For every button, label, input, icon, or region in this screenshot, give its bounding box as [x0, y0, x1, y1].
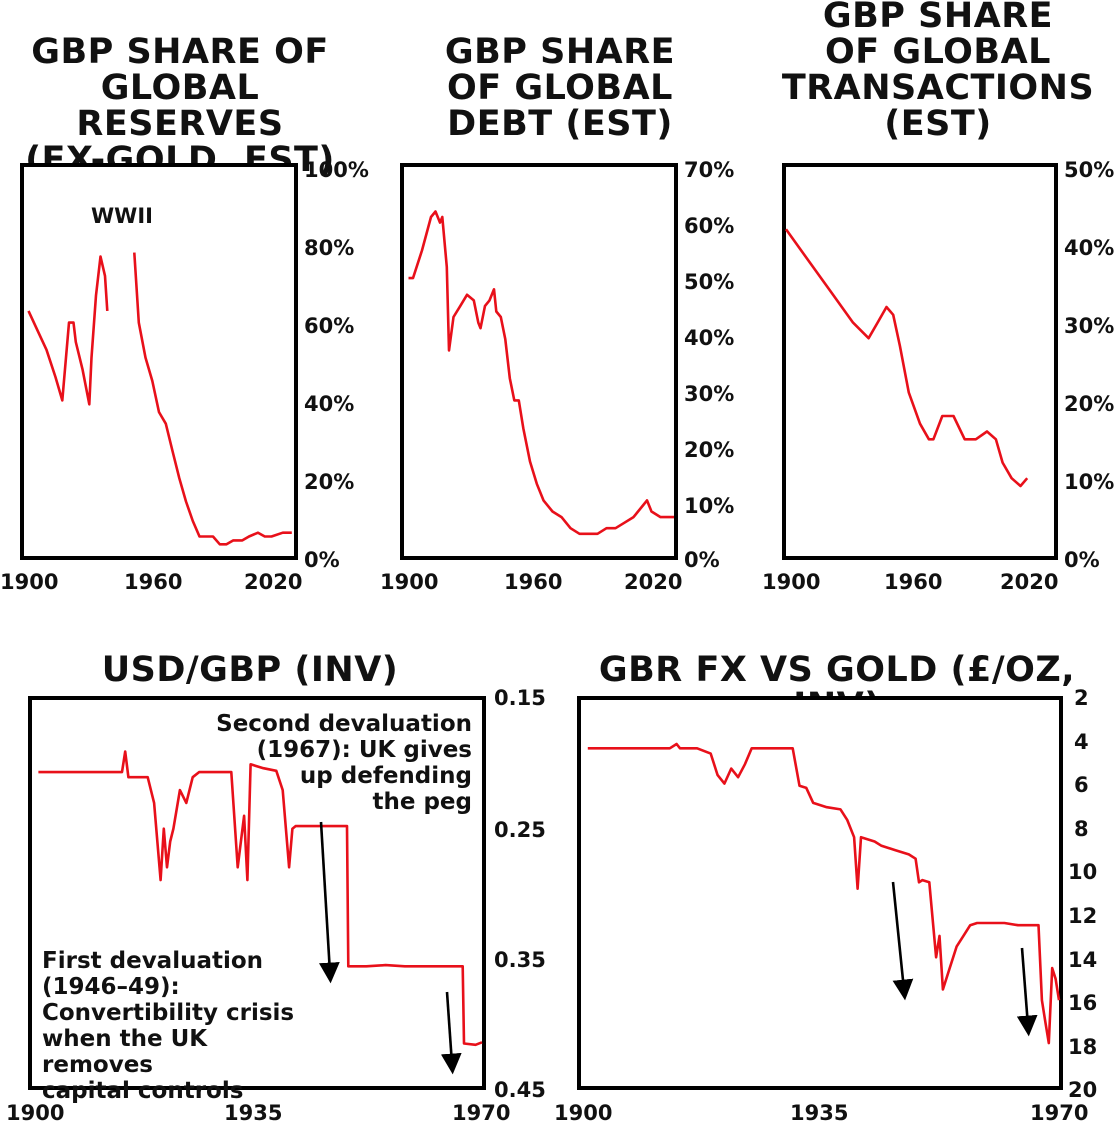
x-tick: 1935 [790, 1101, 849, 1125]
x-tick: 2020 [244, 570, 303, 594]
y-tick: 10% [1064, 470, 1115, 494]
plot-frame-gold [577, 696, 1063, 1090]
arrow-second-devaluation-usdgbp [440, 991, 462, 1075]
y-tick: 0.25 [494, 818, 546, 842]
y-tick: 40% [1064, 236, 1115, 260]
y-tick: 2 [1074, 686, 1089, 710]
y-tick: 6 [1074, 773, 1089, 797]
arrow-first-devaluation-gold [891, 881, 914, 1001]
plot-frame-debt [400, 163, 678, 560]
y-tick: 0% [304, 548, 340, 572]
y-tick: 20 [1068, 1078, 1098, 1102]
arrow-first-devaluation-usdgbp [318, 821, 340, 984]
x-tick: 2020 [1000, 570, 1059, 594]
y-tick: 60% [684, 214, 735, 238]
annotation-wwii: WWII [91, 204, 153, 228]
y-tick: 50% [684, 270, 735, 294]
x-tick: 1900 [380, 570, 439, 594]
y-tick: 12 [1068, 904, 1098, 928]
y-tick: 80% [304, 236, 355, 260]
y-tick: 60% [304, 314, 355, 338]
y-tick: 30% [684, 382, 735, 406]
x-tick: 1970 [452, 1101, 511, 1125]
series-line-transactions-0 [784, 228, 1029, 488]
x-tick: 2020 [624, 570, 683, 594]
y-tick: 0.35 [494, 948, 546, 972]
y-tick: 0% [684, 548, 720, 572]
y-tick: 20% [684, 438, 735, 462]
chart-title-gold: GBR FX VS GOLD (£/OZ, INV) [598, 650, 1076, 724]
series-line-gold-0 [587, 742, 1061, 1045]
y-tick: 0.15 [494, 686, 546, 710]
x-tick: 1900 [6, 1101, 65, 1125]
y-tick: 50% [1064, 158, 1115, 182]
y-tick: 4 [1074, 730, 1089, 754]
y-tick: 0.45 [494, 1078, 546, 1102]
y-tick: 20% [1064, 392, 1115, 416]
y-tick: 8 [1074, 817, 1089, 841]
x-tick: 1900 [554, 1101, 613, 1125]
y-tick: 100% [304, 158, 369, 182]
y-tick: 10% [684, 494, 735, 518]
x-tick: 1935 [224, 1101, 283, 1125]
x-tick: 1970 [1030, 1101, 1089, 1125]
x-tick: 1960 [884, 570, 943, 594]
series-line-reserves-1 [133, 252, 292, 546]
annotation-second-devaluation: Second devaluation (1967): UK gives up d… [216, 711, 472, 815]
y-tick: 20% [304, 470, 355, 494]
x-tick: 1960 [504, 570, 563, 594]
x-tick: 1900 [0, 570, 59, 594]
plot-frame-usdgbp [28, 696, 486, 1090]
plot-frame-transactions [782, 163, 1058, 560]
x-tick: 1900 [762, 570, 821, 594]
y-tick: 0% [1064, 548, 1100, 572]
chart-title-reserves: GBP SHARE OF GLOBAL RESERVES (EX-GOLD, E… [25, 32, 335, 180]
y-tick: 16 [1068, 991, 1098, 1015]
y-tick: 18 [1068, 1035, 1098, 1059]
y-tick: 30% [1064, 314, 1115, 338]
chart-title-debt: GBP SHARE OF GLOBAL DEBT (EST) [444, 32, 676, 144]
series-line-usdgbp-0 [38, 750, 483, 1047]
series-line-reserves-0 [27, 255, 109, 406]
x-tick: 1960 [124, 570, 183, 594]
y-tick: 14 [1068, 948, 1098, 972]
y-tick: 70% [684, 158, 735, 182]
chart-title-transactions: GBP SHARE OF GLOBAL TRANSACTIONS (EST) [781, 0, 1095, 144]
arrow-second-devaluation-gold [1016, 947, 1038, 1037]
annotation-first-devaluation: First devaluation (1946–49): Convertibil… [42, 948, 295, 1104]
chart-title-usdgbp: USD/GBP (INV) [101, 650, 399, 690]
y-tick: 40% [304, 392, 355, 416]
series-line-debt-0 [408, 210, 674, 536]
y-tick: 40% [684, 326, 735, 350]
y-tick: 10 [1068, 860, 1098, 884]
